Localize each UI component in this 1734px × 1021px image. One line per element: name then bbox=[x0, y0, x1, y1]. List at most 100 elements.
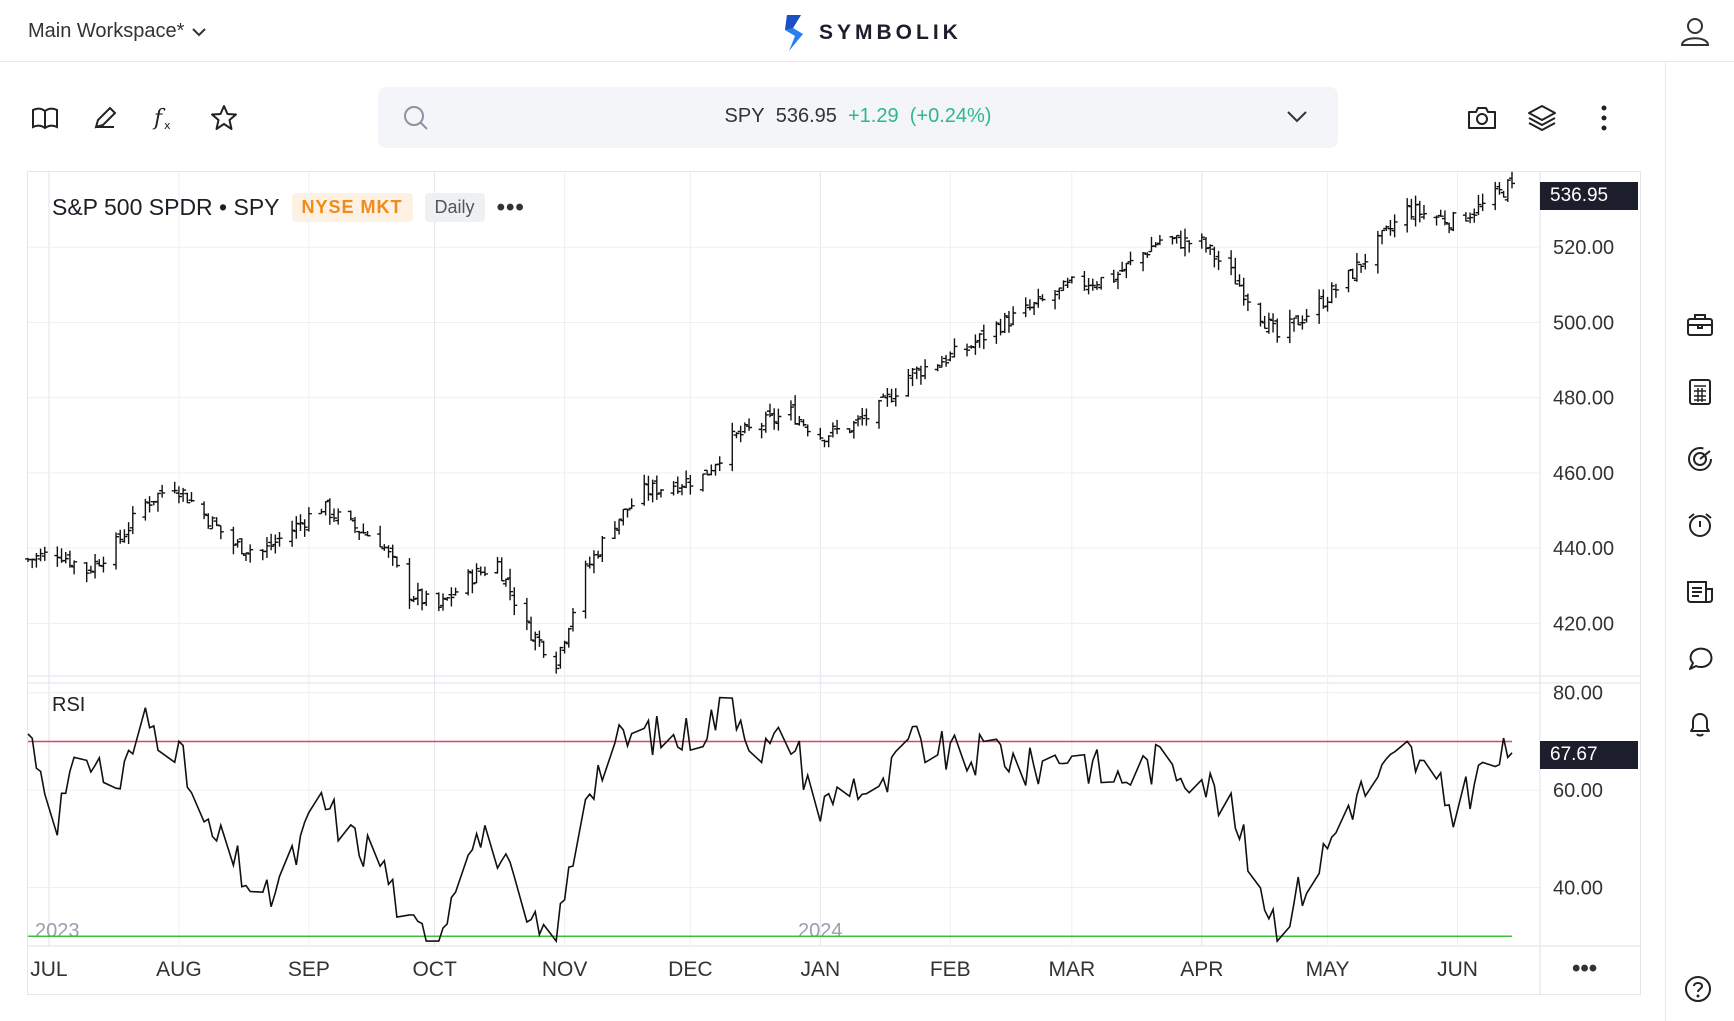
ohlc-bar bbox=[1182, 228, 1189, 257]
interval-badge[interactable]: Daily bbox=[424, 193, 485, 222]
ohlc-bar bbox=[934, 364, 941, 372]
ohlc-bar bbox=[289, 520, 296, 547]
ohlc-bar bbox=[113, 532, 120, 570]
help-icon[interactable] bbox=[1683, 974, 1713, 1009]
chat-icon[interactable] bbox=[1683, 642, 1717, 676]
ohlc-bar bbox=[1211, 246, 1218, 268]
ohlc-bar bbox=[1479, 193, 1486, 212]
ohlc-bar bbox=[804, 424, 811, 437]
chevron-down-icon bbox=[192, 27, 207, 36]
ohlc-bar bbox=[96, 559, 103, 567]
ohlc-bar bbox=[1500, 190, 1507, 198]
briefcase-icon[interactable] bbox=[1683, 308, 1717, 342]
symbolik-logo-icon bbox=[785, 15, 803, 51]
ohlc-bar bbox=[825, 435, 832, 448]
ohlc-bar bbox=[1450, 211, 1457, 232]
pencil-icon[interactable] bbox=[87, 100, 123, 136]
more-vertical-icon[interactable] bbox=[1586, 100, 1622, 136]
ohlc-bar bbox=[834, 419, 841, 435]
quote-change-pct: (+0.24%) bbox=[909, 105, 992, 127]
price-axis-tick-label: 440.00 bbox=[1553, 538, 1614, 560]
ohlc-bar bbox=[201, 501, 208, 520]
camera-icon[interactable] bbox=[1464, 100, 1500, 136]
ohlc-bar bbox=[1446, 222, 1453, 234]
ohlc-bar bbox=[423, 590, 430, 606]
book-icon[interactable] bbox=[27, 100, 63, 136]
symbol-search-bar[interactable]: SPY 536.95 +1.29 (+0.24%) bbox=[378, 87, 1338, 148]
chart-panel[interactable] bbox=[27, 171, 1641, 995]
chart-more-button[interactable]: ••• bbox=[496, 193, 525, 221]
bell-icon[interactable] bbox=[1683, 707, 1717, 741]
ohlc-bar bbox=[87, 565, 94, 574]
chevron-down-icon[interactable] bbox=[1286, 109, 1308, 125]
x-axis-tick-label: NOV bbox=[542, 958, 588, 981]
ohlc-bar bbox=[268, 533, 275, 551]
ohlc-bar bbox=[263, 537, 270, 559]
ohlc-bar bbox=[1240, 277, 1247, 306]
ohlc-bar bbox=[180, 487, 187, 502]
ohlc-bar bbox=[1471, 208, 1478, 223]
workspace-label: Main Workspace* bbox=[28, 20, 185, 42]
layers-icon[interactable] bbox=[1524, 100, 1560, 136]
news-icon[interactable] bbox=[1683, 575, 1717, 609]
ohlc-bar bbox=[670, 481, 677, 496]
price-chart[interactable]: JUL AUG SEP OCT NOV DEC JAN FEB MAR APR MAY JUN 2023… bbox=[0, 0, 1665, 1021]
ohlc-bar bbox=[624, 508, 631, 518]
ohlc-bar bbox=[393, 556, 400, 568]
alarm-clock-icon[interactable] bbox=[1683, 508, 1717, 542]
ohlc-bar bbox=[1387, 220, 1394, 236]
ohlc-bar bbox=[658, 489, 665, 498]
workspace-selector[interactable]: Main Workspace* bbox=[28, 20, 207, 43]
ohlc-bar bbox=[276, 532, 283, 547]
ohlc-bar bbox=[909, 367, 916, 387]
ohlc-bar bbox=[62, 552, 69, 564]
ohlc-bar bbox=[863, 408, 870, 426]
ohlc-bar bbox=[523, 597, 530, 631]
ohlc-bar bbox=[238, 538, 245, 555]
price-axis-tick-label: 420.00 bbox=[1553, 613, 1614, 635]
radar-icon[interactable] bbox=[1683, 442, 1717, 476]
ohlc-bar bbox=[242, 552, 249, 562]
ohlc-bar bbox=[1316, 289, 1323, 324]
ohlc-bar bbox=[1110, 269, 1117, 283]
ohlc-bar bbox=[1060, 280, 1067, 292]
ohlc-bar bbox=[532, 631, 539, 651]
ohlc-bar bbox=[1496, 182, 1503, 195]
ohlc-bar bbox=[1022, 297, 1029, 318]
ohlc-bar bbox=[171, 481, 178, 494]
rsi-axis-tick-label: 60.00 bbox=[1553, 780, 1603, 802]
ohlc-bar bbox=[1433, 215, 1440, 226]
ohlc-bar bbox=[611, 521, 618, 540]
ohlc-bar bbox=[1299, 315, 1306, 330]
ohlc-bar bbox=[1374, 230, 1381, 274]
ohlc-bar bbox=[385, 545, 392, 558]
ohlc-bar bbox=[473, 563, 480, 584]
ohlc-bar bbox=[582, 560, 589, 619]
ohlc-bar bbox=[746, 418, 753, 431]
ohlc-bar bbox=[331, 508, 338, 522]
ohlc-bar bbox=[846, 428, 853, 434]
calculator-icon[interactable] bbox=[1683, 375, 1717, 409]
ohlc-bar bbox=[33, 552, 40, 568]
quote-price: 536.95 bbox=[775, 105, 837, 127]
ohlc-bar bbox=[716, 456, 723, 472]
ohlc-bar bbox=[410, 596, 417, 603]
ohlc-bar bbox=[1404, 198, 1411, 233]
ohlc-bar bbox=[1068, 276, 1075, 284]
ohlc-bar bbox=[184, 492, 191, 504]
ohlc-bar bbox=[829, 422, 836, 438]
ohlc-bar bbox=[913, 366, 920, 380]
ohlc-bar bbox=[469, 569, 476, 594]
ohlc-bar bbox=[771, 408, 778, 430]
x-axis-tick-label: JAN bbox=[800, 958, 840, 981]
user-icon[interactable] bbox=[1680, 16, 1710, 51]
ohlc-bar bbox=[569, 608, 576, 632]
star-icon[interactable] bbox=[206, 100, 242, 136]
ohlc-bar bbox=[792, 395, 799, 425]
ohlc-bar bbox=[1353, 253, 1360, 282]
ohlc-bar bbox=[511, 587, 518, 616]
axis-more-button[interactable]: ••• bbox=[1572, 955, 1598, 982]
ohlc-bar bbox=[1010, 306, 1017, 326]
ohlc-bar bbox=[875, 399, 882, 429]
